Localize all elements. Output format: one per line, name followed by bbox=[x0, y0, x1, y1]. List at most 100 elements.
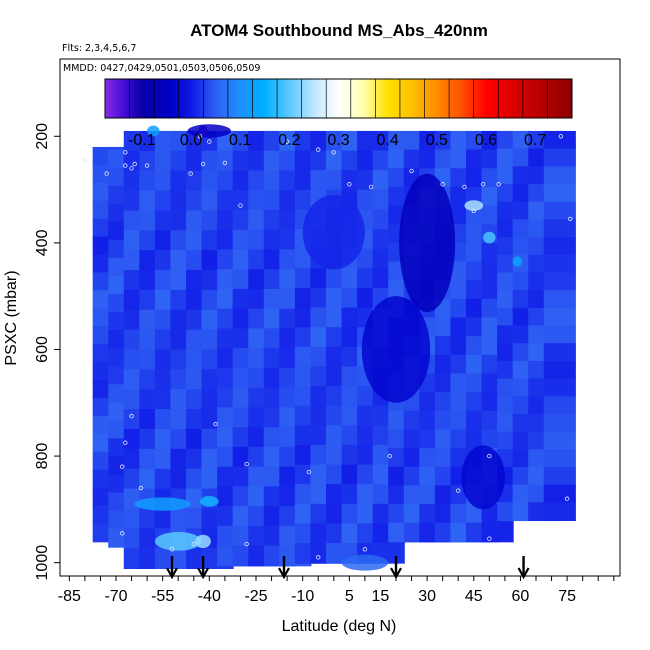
heatmap-cell bbox=[543, 360, 576, 380]
heatmap-feature bbox=[361, 296, 431, 403]
heatmap-cell bbox=[543, 166, 576, 186]
heatmap-cell bbox=[543, 201, 576, 221]
colorbar-tick-label: 0.4 bbox=[377, 132, 399, 149]
sample-point bbox=[129, 166, 134, 171]
y-axis: 200 400 600 800 1000 bbox=[34, 123, 60, 581]
x-tick-label: 75 bbox=[558, 588, 576, 605]
plot-frame bbox=[59, 58, 621, 577]
sample-point bbox=[568, 216, 573, 222]
heatmap-feature bbox=[200, 496, 219, 507]
y-tick-label: 200 bbox=[34, 123, 51, 150]
flight-arrow bbox=[278, 556, 290, 580]
sample-point bbox=[120, 464, 125, 469]
heatmap-cell bbox=[543, 484, 576, 504]
heatmap-cell bbox=[543, 431, 576, 451]
x-tick-label: -85 bbox=[58, 588, 81, 605]
heatmap-cell bbox=[543, 130, 576, 150]
profile-column bbox=[543, 130, 576, 522]
colorbar-tick-label: 0.5 bbox=[426, 132, 448, 149]
heatmap-feature bbox=[147, 125, 160, 137]
y-axis-label: PSXC (mbar) bbox=[3, 270, 20, 365]
heatmap-cell bbox=[543, 184, 576, 203]
heatmap-cell bbox=[543, 272, 576, 292]
heatmap-feature bbox=[187, 124, 232, 138]
y-tick-label: 1000 bbox=[34, 545, 51, 581]
sample-point bbox=[306, 469, 312, 475]
sample-point bbox=[213, 421, 218, 427]
heatmap-cell bbox=[543, 502, 576, 522]
heatmap-feature bbox=[464, 200, 484, 211]
heatmap-feature bbox=[302, 194, 365, 270]
sample-point bbox=[129, 413, 134, 419]
x-tick-label: -10 bbox=[291, 588, 314, 605]
sample-point bbox=[123, 150, 128, 155]
colorbar: -0.1 0.0 0.1 0.2 0.3 0.4 0.5 0.6 0.7 bbox=[104, 78, 573, 149]
x-axis-label: Latitude (deg N) bbox=[282, 618, 397, 635]
x-tick-label: 15 bbox=[372, 588, 390, 605]
sample-point bbox=[200, 161, 206, 167]
x-tick-label: -70 bbox=[104, 588, 127, 605]
sample-point bbox=[564, 496, 570, 501]
sample-point bbox=[132, 161, 137, 167]
colorbar-tick-label: -0.1 bbox=[128, 132, 156, 149]
sample-point bbox=[368, 184, 374, 190]
heatmap-cell bbox=[543, 237, 576, 256]
sample-point bbox=[120, 531, 125, 536]
flight-arrows bbox=[166, 556, 530, 580]
y-tick-label: 600 bbox=[34, 336, 51, 363]
colorbar-tick-label: 0.1 bbox=[229, 132, 251, 149]
heatmap-cell bbox=[543, 148, 576, 168]
sample-points bbox=[82, 134, 573, 560]
sample-point bbox=[487, 453, 492, 459]
heatmap-cell bbox=[543, 378, 576, 398]
colorbar-tick-label: 0.0 bbox=[180, 132, 202, 149]
heatmap-feature bbox=[512, 256, 522, 267]
heatmap-feature bbox=[341, 554, 389, 571]
x-tick-label: -25 bbox=[244, 588, 267, 605]
sample-point bbox=[347, 182, 352, 187]
heatmap-cell bbox=[543, 396, 576, 415]
sample-point bbox=[207, 139, 212, 144]
sample-point bbox=[82, 158, 88, 163]
heatmap-cell bbox=[543, 219, 576, 239]
sample-point bbox=[104, 171, 109, 176]
heatmap-cell bbox=[543, 343, 576, 362]
sample-point bbox=[409, 168, 414, 174]
sample-point bbox=[471, 208, 476, 214]
sample-point bbox=[487, 536, 492, 541]
heatmap-feature bbox=[134, 497, 191, 511]
sample-point bbox=[144, 163, 150, 168]
heatmap-cell bbox=[543, 413, 576, 433]
heatmap-cell bbox=[543, 254, 576, 274]
sample-point bbox=[123, 440, 128, 445]
sample-point bbox=[191, 541, 196, 547]
heatmap-feature bbox=[195, 534, 211, 549]
colorbar-tick-label: 0.3 bbox=[327, 132, 349, 149]
heatmap-feature bbox=[399, 173, 456, 313]
sample-point bbox=[169, 547, 175, 552]
y-tick-label: 800 bbox=[34, 443, 51, 470]
sample-point bbox=[138, 485, 144, 491]
heatmap-features bbox=[134, 124, 522, 571]
sample-point bbox=[284, 139, 290, 144]
heatmap-cell bbox=[543, 466, 576, 486]
x-axis: -85 -70 -55 -40 -25 -10 5 15 30 45 60 75 bbox=[58, 576, 615, 605]
sample-point bbox=[387, 453, 392, 459]
dates-note: MMDD: 0427,0429,0501,0503,0506,0509 bbox=[63, 63, 260, 74]
chart-title: ATOM4 Southbound MS_Abs_420nm bbox=[190, 21, 488, 40]
heatmap-feature bbox=[154, 532, 202, 551]
sample-point bbox=[440, 182, 445, 187]
sample-point bbox=[188, 171, 193, 176]
sample-point bbox=[316, 555, 321, 560]
x-tick-label: 60 bbox=[512, 588, 530, 605]
flight-arrow bbox=[166, 556, 178, 580]
heatmap-feature bbox=[461, 445, 505, 510]
sample-point bbox=[331, 150, 336, 155]
flight-arrow bbox=[197, 556, 210, 580]
sample-point bbox=[244, 461, 249, 467]
flights-note: Flts: 2,3,4,5,6,7 bbox=[62, 43, 136, 54]
x-tick-label: -40 bbox=[198, 588, 221, 605]
flight-arrow bbox=[517, 556, 530, 580]
x-tick-label: 45 bbox=[465, 588, 483, 605]
